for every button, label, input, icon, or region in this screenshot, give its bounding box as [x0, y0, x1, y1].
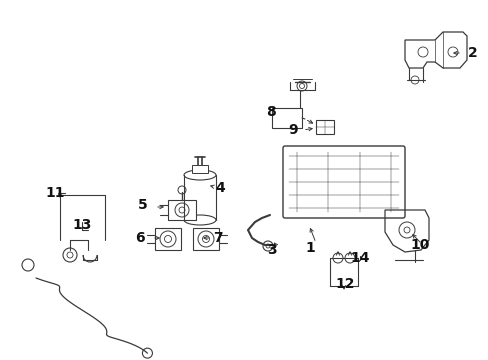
- Text: 1: 1: [305, 241, 314, 255]
- Circle shape: [398, 222, 414, 238]
- Ellipse shape: [183, 170, 216, 180]
- Ellipse shape: [183, 215, 216, 225]
- Text: 5: 5: [138, 198, 147, 212]
- Circle shape: [332, 253, 342, 263]
- Bar: [271, 108, 302, 128]
- Circle shape: [164, 235, 171, 243]
- Text: 4: 4: [215, 181, 224, 195]
- Circle shape: [417, 47, 427, 57]
- Bar: [192, 165, 207, 173]
- Text: 11: 11: [45, 186, 64, 200]
- Circle shape: [299, 84, 304, 89]
- Text: 3: 3: [266, 243, 276, 257]
- Circle shape: [160, 231, 176, 247]
- Bar: [193, 228, 219, 250]
- Circle shape: [63, 248, 77, 262]
- Text: 6: 6: [135, 231, 144, 245]
- Text: 9: 9: [287, 123, 297, 137]
- Circle shape: [179, 207, 184, 213]
- Circle shape: [22, 259, 34, 271]
- Circle shape: [67, 252, 73, 258]
- Circle shape: [296, 81, 306, 91]
- Text: 2: 2: [467, 46, 477, 60]
- Circle shape: [263, 241, 272, 251]
- Circle shape: [410, 76, 418, 84]
- Circle shape: [265, 244, 269, 248]
- FancyBboxPatch shape: [283, 146, 404, 218]
- Circle shape: [175, 203, 189, 217]
- Bar: [155, 228, 181, 250]
- Text: 10: 10: [409, 238, 429, 252]
- Circle shape: [142, 348, 152, 358]
- Circle shape: [202, 235, 209, 243]
- Circle shape: [447, 47, 457, 57]
- Text: 8: 8: [265, 105, 275, 119]
- Circle shape: [345, 253, 354, 263]
- Text: 13: 13: [72, 218, 92, 232]
- Text: 14: 14: [349, 251, 369, 265]
- Circle shape: [198, 231, 214, 247]
- Bar: [315, 120, 333, 134]
- Text: 7: 7: [213, 231, 223, 245]
- Circle shape: [178, 186, 185, 194]
- Text: 12: 12: [335, 277, 354, 291]
- Bar: [168, 200, 196, 220]
- Circle shape: [403, 227, 409, 233]
